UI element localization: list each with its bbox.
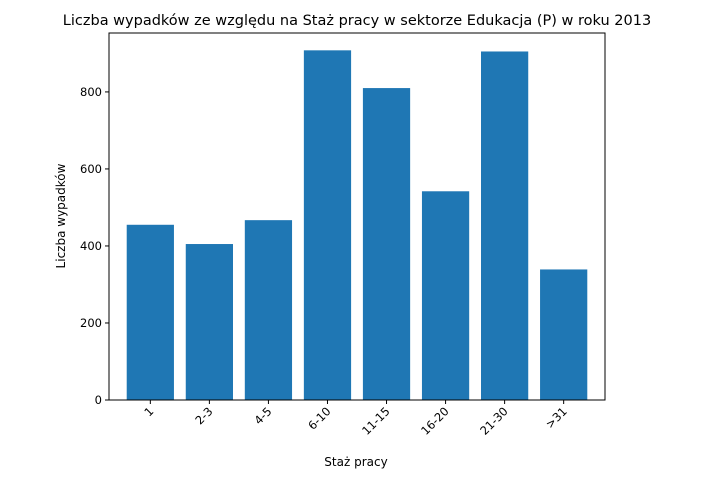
- y-tick-label: 0: [95, 393, 102, 407]
- chart-title: Liczba wypadków ze względu na Staż pracy…: [63, 13, 651, 29]
- y-tick-label: 200: [80, 316, 102, 330]
- bar-4-5: [244, 220, 293, 400]
- y-tick-label: 600: [80, 162, 102, 176]
- bar-2-3: [185, 244, 233, 400]
- y-tick-label: 400: [80, 239, 102, 253]
- x-tick-label: 11-15: [359, 404, 393, 438]
- x-tick-label: 2-3: [192, 404, 215, 427]
- x-tick-label: 4-5: [251, 404, 274, 427]
- x-tick-label: 1: [141, 404, 156, 419]
- y-axis-label: Liczba wypadków: [54, 163, 68, 268]
- x-axis-label: Staż pracy: [324, 455, 387, 469]
- bar-6-10: [303, 50, 352, 400]
- x-tick-label: 6-10: [305, 404, 333, 432]
- bar-11-15: [362, 88, 411, 400]
- x-tick-label: >31: [543, 404, 570, 431]
- bar-16-20: [421, 191, 470, 400]
- plot-area: 0 200 400 600 800 1 2-3 4-5 6-10 11-15 16-20 21-30 >…: [80, 32, 606, 438]
- x-tick-label: 21-30: [477, 404, 511, 438]
- bar-1: [126, 224, 174, 400]
- bar->31: [540, 269, 588, 400]
- y-tick-label: 800: [80, 85, 102, 99]
- axes-frame: [108, 32, 606, 401]
- bar-21-30: [481, 51, 529, 400]
- x-tick-label: 16-20: [418, 404, 452, 438]
